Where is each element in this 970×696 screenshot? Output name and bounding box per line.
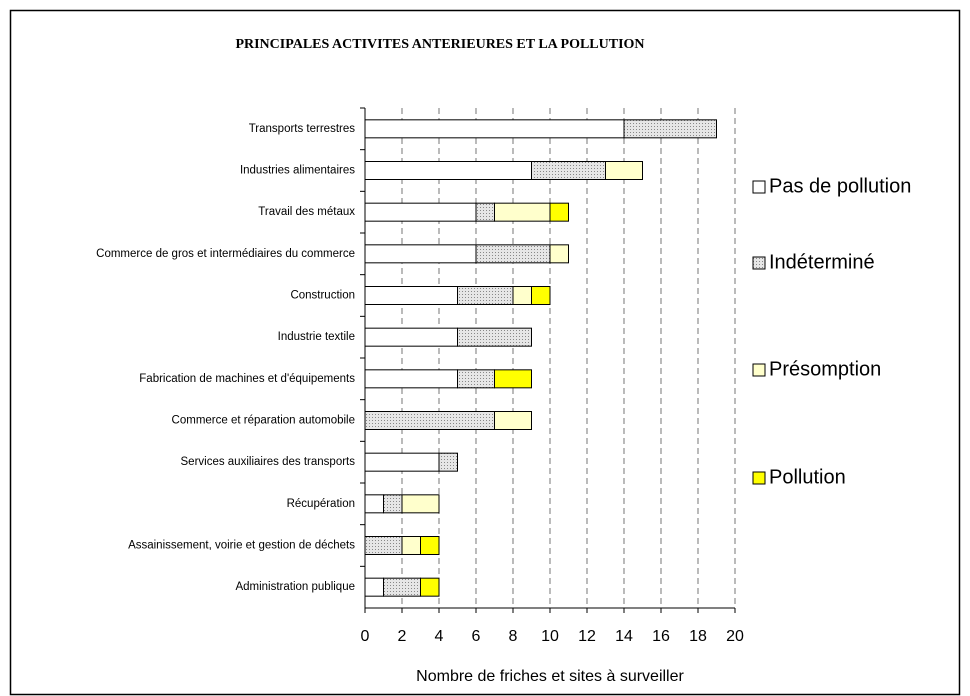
y-tick-label: Commerce de gros et intermédiaires du co… bbox=[96, 248, 355, 260]
y-tick-label: Commerce et réparation automobile bbox=[172, 415, 355, 427]
legend-swatch bbox=[752, 363, 766, 377]
y-tick-label: Industries alimentaires bbox=[240, 165, 355, 177]
bar-segment bbox=[494, 202, 551, 222]
bar-segment bbox=[549, 244, 569, 264]
y-tick-label: Assainissement, voirie et gestion de déc… bbox=[128, 540, 355, 552]
bar-segment bbox=[401, 536, 421, 555]
bar-segment bbox=[605, 161, 643, 180]
bar-segment bbox=[401, 494, 440, 514]
y-tick-label: Administration publique bbox=[235, 581, 355, 593]
x-tick-label: 8 bbox=[509, 628, 518, 645]
bar-segment bbox=[420, 577, 440, 597]
bar-segment bbox=[420, 536, 440, 555]
legend-swatch bbox=[752, 180, 766, 194]
x-tick-label: 16 bbox=[652, 628, 670, 645]
x-tick-label: 14 bbox=[615, 628, 633, 645]
legend-swatch bbox=[752, 256, 766, 270]
bar-segment bbox=[364, 202, 477, 222]
bar-segment bbox=[457, 286, 514, 305]
x-tick-label: 2 bbox=[398, 628, 407, 645]
bar-segment bbox=[457, 369, 495, 389]
bar-segment bbox=[494, 411, 532, 430]
bar-segment bbox=[512, 286, 532, 305]
legend-label: Indéterminé bbox=[769, 251, 875, 273]
bar-segment bbox=[364, 577, 384, 597]
bar-segment bbox=[531, 161, 606, 180]
x-tick-label: 18 bbox=[689, 628, 707, 645]
bar-segment bbox=[364, 369, 458, 389]
chart-title: PRINCIPALES ACTIVITES ANTERIEURES ET LA … bbox=[235, 37, 644, 52]
bar-segment bbox=[364, 327, 458, 347]
y-tick-label: Construction bbox=[290, 290, 355, 302]
bar-segment bbox=[364, 244, 477, 264]
legend-swatch bbox=[752, 471, 766, 485]
bar-segment bbox=[383, 577, 421, 597]
bar-segment bbox=[475, 244, 551, 264]
bar-segment bbox=[364, 452, 440, 472]
y-tick-label: Industrie textile bbox=[278, 331, 355, 343]
legend-label: Pas de pollution bbox=[769, 175, 911, 197]
y-tick-label: Transports terrestres bbox=[249, 123, 356, 135]
x-axis-label: Nombre de friches et sites à surveiller bbox=[416, 668, 684, 685]
y-tick-label: Travail des métaux bbox=[258, 206, 355, 218]
bar-segment bbox=[383, 494, 403, 514]
bar-segment bbox=[457, 327, 532, 347]
x-tick-label: 4 bbox=[435, 628, 444, 645]
x-tick-label: 12 bbox=[578, 628, 596, 645]
legend-label: Présomption bbox=[769, 358, 881, 380]
y-tick-label: Services auxiliaires des transports bbox=[181, 456, 356, 468]
bar-segment bbox=[438, 452, 458, 472]
x-tick-label: 0 bbox=[361, 628, 370, 645]
bar-segment bbox=[475, 202, 495, 222]
y-tick-label: Récupération bbox=[287, 498, 355, 510]
bar-segment bbox=[494, 369, 532, 389]
x-tick-label: 6 bbox=[472, 628, 481, 645]
frame bbox=[9, 9, 961, 696]
bar-segment bbox=[364, 286, 458, 305]
bar-segment bbox=[623, 119, 717, 139]
bar-segment bbox=[364, 119, 625, 139]
bar-segment bbox=[364, 411, 495, 430]
legend-label: Pollution bbox=[769, 466, 846, 488]
bar-segment bbox=[364, 161, 532, 180]
y-tick-label: Fabrication de machines et d'équipements bbox=[139, 373, 355, 385]
bar-segment bbox=[531, 286, 551, 305]
bar-segment bbox=[364, 494, 384, 514]
bar-segment bbox=[364, 536, 403, 555]
x-tick-label: 20 bbox=[726, 628, 744, 645]
x-tick-label: 10 bbox=[541, 628, 559, 645]
bar-segment bbox=[549, 202, 569, 222]
